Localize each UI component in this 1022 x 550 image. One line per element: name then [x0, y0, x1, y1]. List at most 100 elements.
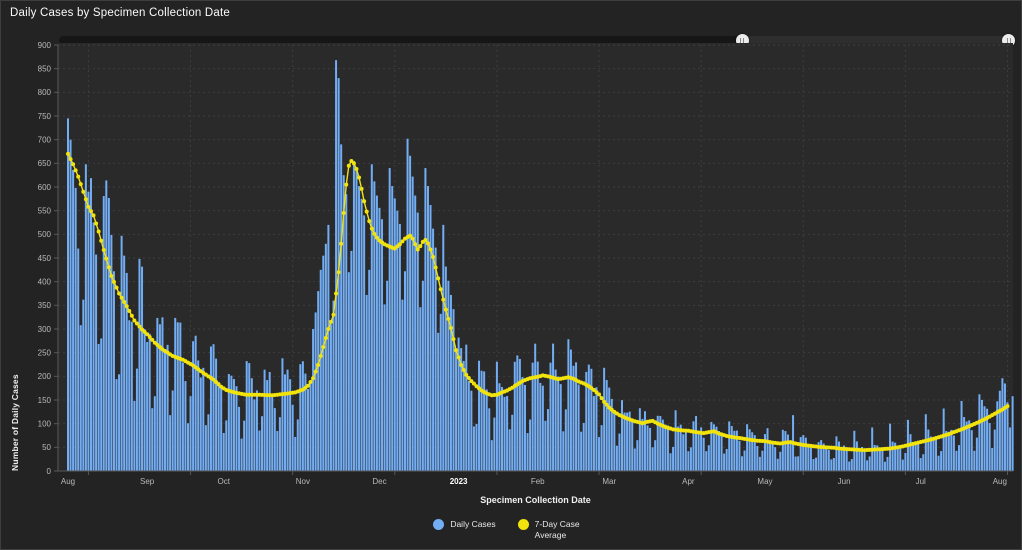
daily-cases-bar[interactable] [654, 440, 657, 471]
daily-cases-bar[interactable] [276, 431, 279, 471]
daily-cases-bar[interactable] [378, 207, 381, 471]
daily-cases-bar[interactable] [986, 408, 989, 471]
daily-cases-bar[interactable] [245, 361, 248, 471]
daily-cases-bar[interactable] [381, 219, 384, 471]
daily-cases-bar[interactable] [179, 322, 182, 471]
daily-cases-bar[interactable] [781, 429, 784, 471]
daily-cases-bar[interactable] [863, 449, 866, 471]
daily-cases-bar[interactable] [398, 223, 401, 471]
daily-cases-bar[interactable] [439, 313, 442, 471]
daily-cases-bar[interactable] [273, 408, 276, 471]
daily-cases-bar[interactable] [873, 444, 876, 471]
daily-cases-bar[interactable] [973, 450, 976, 471]
daily-cases-bar[interactable] [912, 443, 915, 471]
daily-cases-bar[interactable] [409, 155, 412, 471]
daily-cases-bar[interactable] [490, 440, 493, 471]
daily-cases-bar[interactable] [743, 450, 746, 471]
daily-cases-bar[interactable] [365, 294, 368, 471]
daily-cases-bar[interactable] [411, 176, 414, 471]
daily-cases-bar[interactable] [375, 195, 378, 471]
daily-cases-bar[interactable] [202, 367, 205, 471]
daily-cases-bar[interactable] [646, 425, 649, 471]
daily-cases-bar[interactable] [641, 418, 644, 471]
daily-cases-bar[interactable] [878, 450, 881, 471]
daily-cases-bar[interactable] [866, 460, 869, 471]
daily-cases-bar[interactable] [779, 451, 782, 471]
daily-cases-bar[interactable] [457, 337, 460, 471]
daily-cases-bar[interactable] [932, 436, 935, 471]
daily-cases-bar[interactable] [720, 433, 723, 471]
daily-cases-bar[interactable] [564, 409, 567, 471]
daily-cases-bar[interactable] [138, 258, 141, 471]
daily-cases-bar[interactable] [935, 438, 938, 471]
daily-cases-bar[interactable] [876, 445, 879, 471]
daily-cases-bar[interactable] [789, 441, 792, 471]
daily-cases-bar[interactable] [723, 453, 726, 471]
daily-cases-bar[interactable] [67, 118, 69, 471]
daily-cases-bar[interactable] [472, 426, 475, 471]
daily-cases-bar[interactable] [460, 348, 463, 471]
daily-cases-bar[interactable] [511, 414, 514, 471]
daily-cases-bar[interactable] [952, 435, 955, 471]
daily-cases-bar[interactable] [804, 437, 807, 471]
daily-cases-bar[interactable] [529, 419, 532, 471]
daily-cases-bar[interactable] [1009, 427, 1012, 471]
daily-cases-bar[interactable] [401, 299, 404, 471]
daily-cases-bar[interactable] [391, 186, 394, 471]
daily-cases-bar[interactable] [235, 386, 238, 471]
daily-cases-bar[interactable] [797, 456, 800, 471]
daily-cases-bar[interactable] [610, 398, 613, 471]
daily-cases-bar[interactable] [707, 445, 710, 471]
daily-cases-bar[interactable] [416, 212, 419, 471]
daily-cases-bar[interactable] [112, 271, 115, 471]
daily-cases-bar[interactable] [753, 435, 756, 471]
daily-cases-bar[interactable] [830, 459, 833, 471]
daily-cases-bar[interactable] [197, 360, 200, 471]
daily-cases-bar[interactable] [815, 457, 818, 471]
daily-cases-bar[interactable] [674, 410, 677, 471]
daily-cases-bar[interactable] [848, 461, 851, 471]
daily-cases-bar[interactable] [758, 456, 761, 471]
daily-cases-bar[interactable] [955, 450, 958, 471]
daily-cases-bar[interactable] [258, 430, 261, 471]
daily-cases-bar[interactable] [909, 434, 912, 471]
daily-cases-bar[interactable] [748, 429, 751, 471]
daily-cases-bar[interactable] [633, 448, 636, 471]
daily-cases-bar[interactable] [904, 452, 907, 471]
daily-cases-bar[interactable] [335, 60, 338, 471]
daily-cases-bar[interactable] [230, 375, 233, 471]
daily-cases-bar[interactable] [521, 377, 524, 471]
daily-cases-bar[interactable] [710, 421, 713, 471]
daily-cases-bar[interactable] [536, 361, 539, 471]
daily-cases-bar[interactable] [725, 449, 728, 471]
daily-cases-bar[interactable] [669, 453, 672, 471]
daily-cases-bar[interactable] [294, 436, 297, 471]
daily-cases-bar[interactable] [843, 445, 846, 471]
daily-cases-bar[interactable] [120, 235, 123, 471]
daily-cases-bar[interactable] [332, 300, 335, 471]
daily-cases-bar[interactable] [148, 333, 151, 471]
daily-cases-bar[interactable] [980, 399, 983, 471]
daily-cases-bar[interactable] [917, 444, 920, 471]
daily-cases-bar[interactable] [424, 168, 427, 472]
daily-cases-bar[interactable] [115, 379, 118, 471]
daily-cases-bar[interactable] [590, 368, 593, 471]
daily-cases-bar[interactable] [996, 401, 999, 471]
daily-cases-bar[interactable] [455, 351, 458, 471]
daily-cases-bar[interactable] [539, 382, 542, 471]
daily-cases-bar[interactable] [434, 247, 437, 471]
daily-cases-bar[interactable] [271, 395, 274, 471]
daily-cases-bar[interactable] [927, 429, 930, 471]
legend-item-daily-cases[interactable]: Daily Cases [433, 519, 496, 530]
daily-cases-bar[interactable] [327, 224, 330, 471]
daily-cases-bar[interactable] [825, 447, 828, 471]
slider-track[interactable] [59, 36, 1015, 45]
daily-cases-bar[interactable] [587, 364, 590, 471]
daily-cases-bar[interactable] [845, 447, 848, 471]
daily-cases-bar[interactable] [763, 434, 766, 471]
daily-cases-bar[interactable] [263, 369, 266, 471]
daily-cases-bar[interactable] [181, 362, 184, 471]
daily-cases-bar[interactable] [774, 447, 777, 471]
daily-cases-bar[interactable] [437, 332, 440, 471]
daily-cases-bar[interactable] [312, 329, 315, 471]
